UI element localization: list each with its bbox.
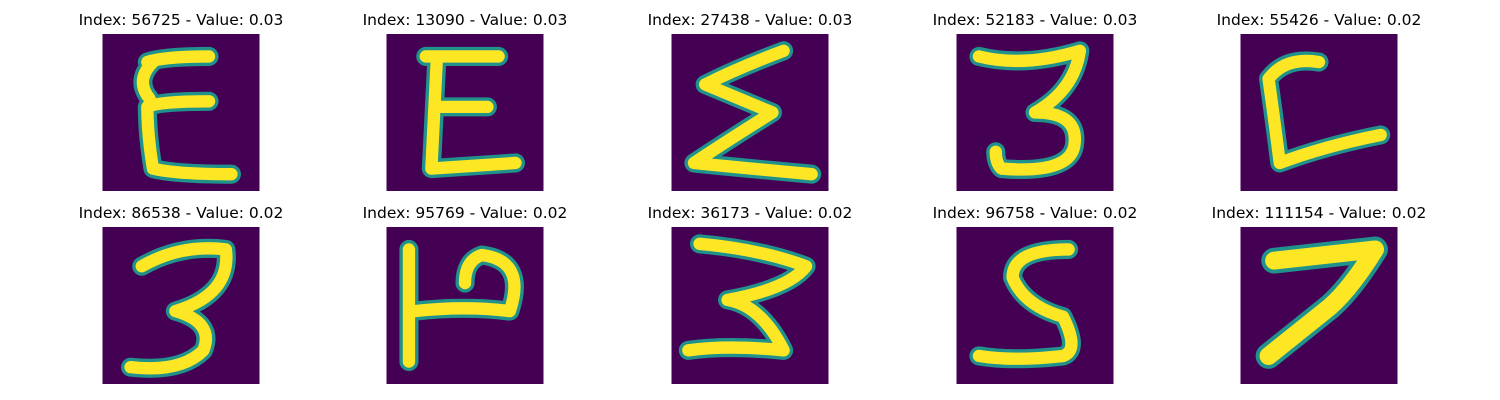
sample-cell: Index: 96758 - Value: 0.02 bbox=[915, 203, 1155, 384]
sample-title: Index: 55426 - Value: 0.02 bbox=[1216, 11, 1422, 29]
digit-image bbox=[386, 227, 544, 384]
sample-title: Index: 52183 - Value: 0.03 bbox=[932, 11, 1138, 29]
sample-title: Index: 86538 - Value: 0.02 bbox=[78, 204, 284, 222]
sample-title: Index: 96758 - Value: 0.02 bbox=[932, 204, 1138, 222]
sample-title: Index: 36173 - Value: 0.02 bbox=[647, 204, 853, 222]
digit-image bbox=[102, 227, 260, 384]
sample-title: Index: 111154 - Value: 0.02 bbox=[1211, 204, 1427, 222]
digit-image bbox=[671, 227, 829, 384]
sample-title: Index: 95769 - Value: 0.02 bbox=[362, 204, 568, 222]
digit-image bbox=[386, 34, 544, 191]
sample-cell: Index: 95769 - Value: 0.02 bbox=[345, 203, 585, 384]
sample-cell: Index: 52183 - Value: 0.03 bbox=[915, 10, 1155, 191]
sample-title: Index: 13090 - Value: 0.03 bbox=[362, 11, 568, 29]
sample-cell: Index: 86538 - Value: 0.02 bbox=[61, 203, 301, 384]
sample-cell: Index: 27438 - Value: 0.03 bbox=[630, 10, 870, 191]
digit-image bbox=[102, 34, 260, 191]
digit-image bbox=[956, 34, 1114, 191]
sample-cell: Index: 111154 - Value: 0.02 bbox=[1199, 203, 1439, 384]
sample-title: Index: 27438 - Value: 0.03 bbox=[647, 11, 853, 29]
digit-image bbox=[1240, 34, 1398, 191]
sample-cell: Index: 13090 - Value: 0.03 bbox=[345, 10, 585, 191]
digit-image bbox=[1240, 227, 1398, 384]
sample-cell: Index: 36173 - Value: 0.02 bbox=[630, 203, 870, 384]
digit-image bbox=[671, 34, 829, 191]
sample-cell: Index: 55426 - Value: 0.02 bbox=[1199, 10, 1439, 191]
digit-image bbox=[956, 227, 1114, 384]
sample-title: Index: 56725 - Value: 0.03 bbox=[78, 11, 284, 29]
sample-cell: Index: 56725 - Value: 0.03 bbox=[61, 10, 301, 191]
